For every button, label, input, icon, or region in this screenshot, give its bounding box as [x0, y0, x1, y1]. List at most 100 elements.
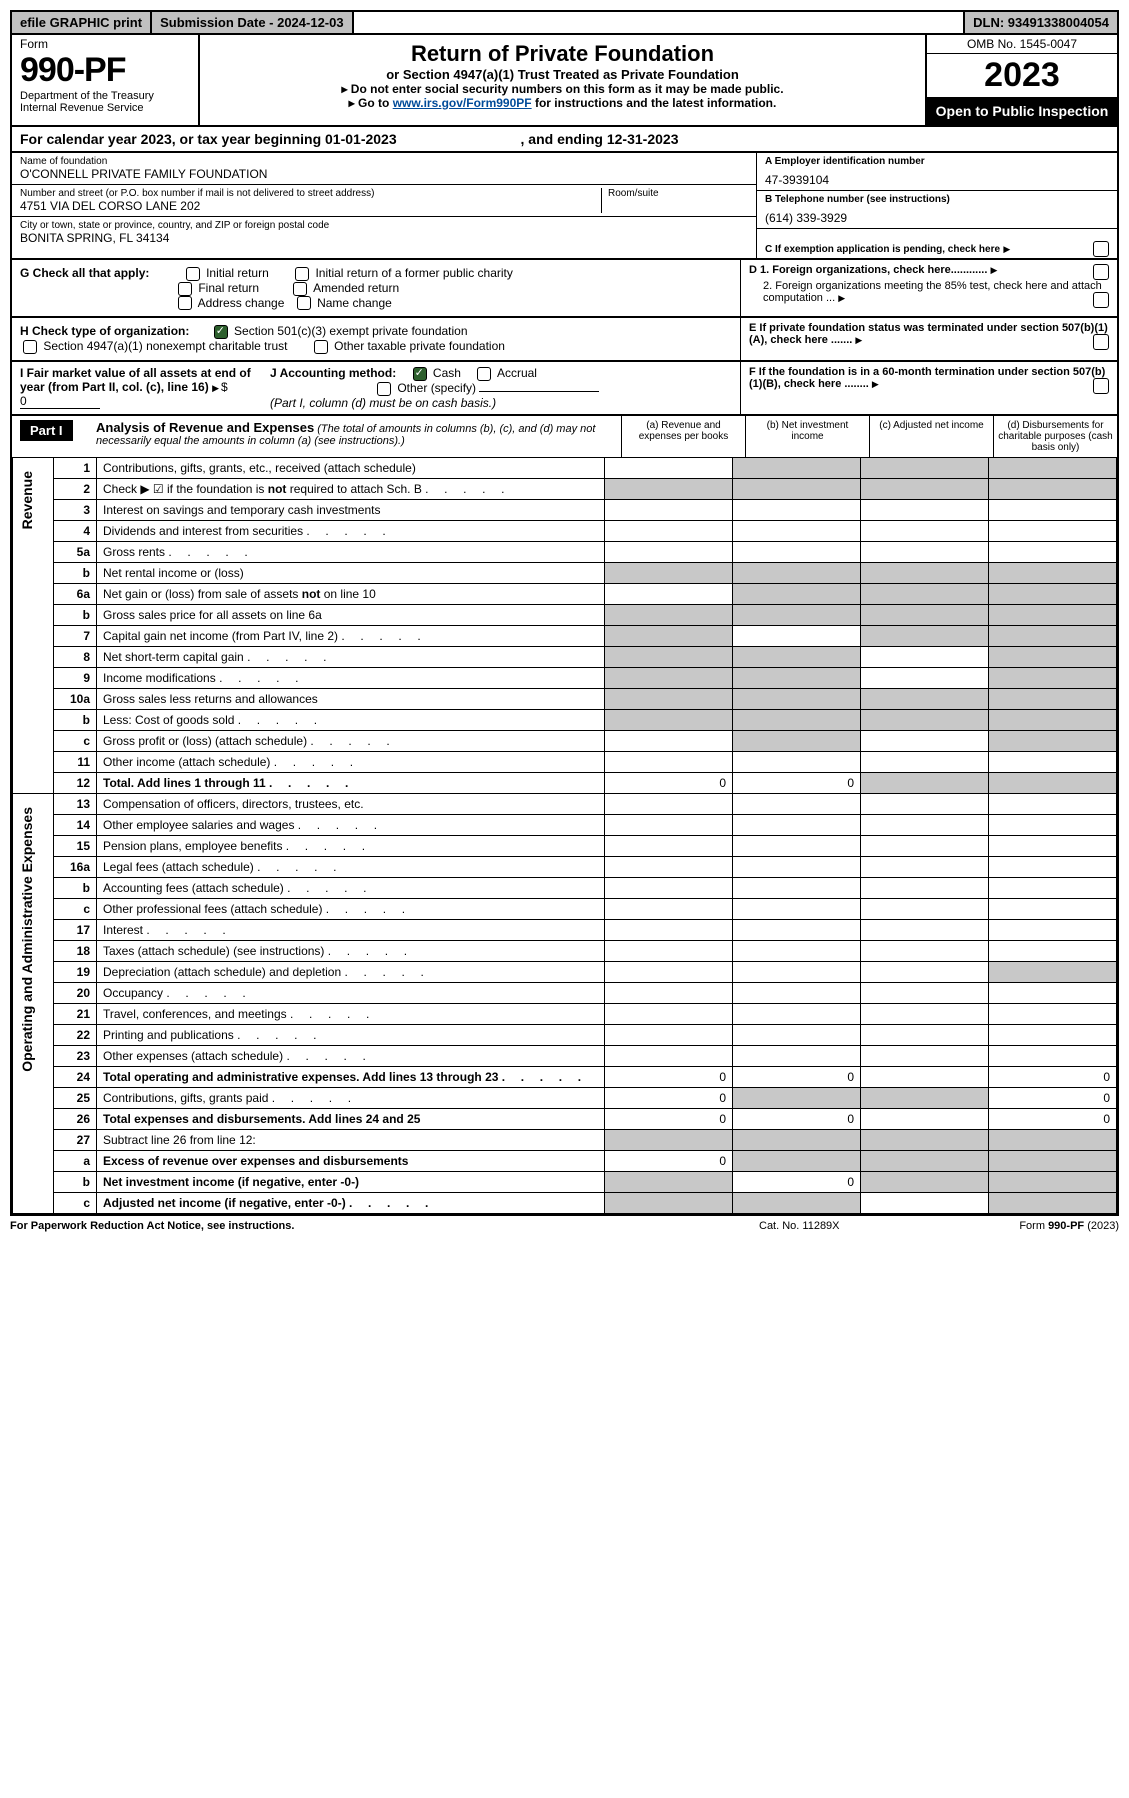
- amount-col-a: [605, 604, 733, 625]
- dept-treasury: Department of the Treasury: [20, 90, 190, 102]
- irs-link[interactable]: www.irs.gov/Form990PF: [393, 96, 532, 110]
- e-right: E If private foundation status was termi…: [740, 318, 1117, 360]
- amount-col-a: [605, 793, 733, 814]
- part1-badge: Part I: [20, 420, 73, 441]
- chk-initial-former[interactable]: [295, 267, 309, 281]
- table-row: 15Pension plans, employee benefits . . .…: [13, 835, 1117, 856]
- c-checkbox[interactable]: [1093, 241, 1109, 257]
- note2-post: for instructions and the latest informat…: [532, 96, 777, 110]
- chk-initial[interactable]: [186, 267, 200, 281]
- j-other: Other (specify): [397, 381, 476, 395]
- amount-col-a: [605, 919, 733, 940]
- h-opt-1: Section 4947(a)(1) nonexempt charitable …: [43, 339, 287, 353]
- line-description: Gross sales less returns and allowances: [97, 688, 605, 709]
- g-left: G Check all that apply: Initial return I…: [12, 260, 740, 316]
- table-row: 14Other employee salaries and wages . . …: [13, 814, 1117, 835]
- col-d-header: (d) Disbursements for charitable purpose…: [993, 416, 1117, 457]
- amount-col-b: [733, 583, 861, 604]
- line-description: Adjusted net income (if negative, enter …: [97, 1192, 605, 1213]
- line-description: Compensation of officers, directors, tru…: [97, 793, 605, 814]
- amount-col-c: [861, 877, 989, 898]
- table-row: 8Net short-term capital gain . . . . .: [13, 646, 1117, 667]
- chk-cash[interactable]: [413, 367, 427, 381]
- amount-col-b: [733, 982, 861, 1003]
- amount-col-a: 0: [605, 1150, 733, 1171]
- line-number: 11: [54, 751, 97, 772]
- table-row: Operating and Administrative Expenses13C…: [13, 793, 1117, 814]
- amount-col-d: [989, 940, 1117, 961]
- table-row: 25Contributions, gifts, grants paid . . …: [13, 1087, 1117, 1108]
- identity-left: Name of foundation O'CONNELL PRIVATE FAM…: [12, 153, 756, 258]
- amount-col-b: [733, 1150, 861, 1171]
- line-number: 16a: [54, 856, 97, 877]
- line-description: Pension plans, employee benefits . . . .…: [97, 835, 605, 856]
- amount-col-d: [989, 856, 1117, 877]
- amount-col-c: [861, 478, 989, 499]
- line-number: 12: [54, 772, 97, 793]
- line-description: Total expenses and disbursements. Add li…: [97, 1108, 605, 1129]
- amount-col-b: [733, 1192, 861, 1213]
- chk-amended[interactable]: [293, 282, 307, 296]
- chk-other-method[interactable]: [377, 382, 391, 396]
- amount-col-d: [989, 478, 1117, 499]
- chk-addr-change[interactable]: [178, 296, 192, 310]
- amount-col-c: [861, 1066, 989, 1087]
- name-label: Name of foundation: [20, 156, 748, 167]
- part1-block: Part I Analysis of Revenue and Expenses …: [10, 416, 1119, 1216]
- arrow-icon: [212, 380, 221, 394]
- table-row: 17Interest . . . . .: [13, 919, 1117, 940]
- amount-col-d: [989, 458, 1117, 479]
- line-number: 1: [54, 458, 97, 479]
- line-description: Total operating and administrative expen…: [97, 1066, 605, 1087]
- chk-name-change[interactable]: [297, 296, 311, 310]
- amount-col-c: [861, 793, 989, 814]
- amount-col-d: [989, 1045, 1117, 1066]
- chk-other-tax[interactable]: [314, 340, 328, 354]
- addr-row: Number and street (or P.O. box number if…: [12, 185, 756, 217]
- line-number: 15: [54, 835, 97, 856]
- other-specify-field[interactable]: [479, 391, 599, 392]
- chk-accrual[interactable]: [477, 367, 491, 381]
- line-description: Other income (attach schedule) . . . . .: [97, 751, 605, 772]
- amount-col-c: [861, 856, 989, 877]
- col-b-header: (b) Net investment income: [745, 416, 869, 457]
- e-checkbox[interactable]: [1093, 334, 1109, 350]
- line-description: Contributions, gifts, grants, etc., rece…: [97, 458, 605, 479]
- amount-col-d: [989, 1171, 1117, 1192]
- amount-col-d: [989, 919, 1117, 940]
- amount-col-a: [605, 709, 733, 730]
- amount-col-b: [733, 688, 861, 709]
- amount-col-c: [861, 541, 989, 562]
- line-number: 10a: [54, 688, 97, 709]
- addr-label: Number and street (or P.O. box number if…: [20, 188, 601, 199]
- line-number: b: [54, 709, 97, 730]
- amount-col-c: [861, 1003, 989, 1024]
- line-number: b: [54, 604, 97, 625]
- amount-col-d: [989, 625, 1117, 646]
- chk-501c3[interactable]: [214, 325, 228, 339]
- g-opt-3: Amended return: [313, 281, 399, 295]
- line-number: c: [54, 1192, 97, 1213]
- amount-col-b: [733, 562, 861, 583]
- chk-final[interactable]: [178, 282, 192, 296]
- amount-col-a: [605, 541, 733, 562]
- footer-left: For Paperwork Reduction Act Notice, see …: [10, 1220, 759, 1232]
- table-row: 2Check ▶ ☑ if the foundation is not requ…: [13, 478, 1117, 499]
- chk-4947[interactable]: [23, 340, 37, 354]
- efile-label[interactable]: efile GRAPHIC print: [12, 12, 152, 33]
- d1-checkbox[interactable]: [1093, 264, 1109, 280]
- f-checkbox[interactable]: [1093, 378, 1109, 394]
- amount-col-c: [861, 562, 989, 583]
- d2-checkbox[interactable]: [1093, 292, 1109, 308]
- line-number: 4: [54, 520, 97, 541]
- amount-col-c: [861, 1108, 989, 1129]
- line-number: 21: [54, 1003, 97, 1024]
- line-number: 19: [54, 961, 97, 982]
- title-main: Return of Private Foundation: [206, 41, 919, 67]
- amount-col-c: [861, 458, 989, 479]
- amount-col-d: [989, 1192, 1117, 1213]
- dept-irs: Internal Revenue Service: [20, 102, 190, 114]
- amount-col-a: 0: [605, 772, 733, 793]
- line-number: 27: [54, 1129, 97, 1150]
- table-row: 4Dividends and interest from securities …: [13, 520, 1117, 541]
